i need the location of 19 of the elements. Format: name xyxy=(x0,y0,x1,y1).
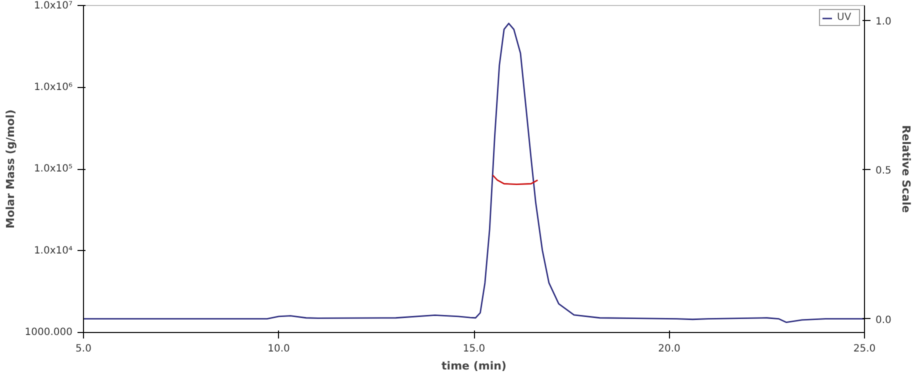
y2-tick-label: 1.0 xyxy=(876,16,892,28)
y-tick-label: 1.0x10⁵ xyxy=(34,164,73,174)
y-tick-label: 1000.000 xyxy=(24,327,73,338)
line-series xyxy=(84,22,864,324)
x-tick-label: 20.0 xyxy=(658,344,680,354)
x-tick-label: 10.0 xyxy=(268,344,290,354)
x-tick-label: 25.0 xyxy=(853,344,876,354)
y2-tick-label: 0.0 xyxy=(876,314,892,326)
y-axis-title: Molar Mass (g/mol) xyxy=(4,110,17,228)
x-tick-label: 5.0 xyxy=(76,344,92,354)
y2-tick-label: 0.5 xyxy=(876,166,892,177)
x-tick-label: 15.0 xyxy=(462,344,486,354)
line-series xyxy=(492,174,538,185)
y-tick-label: 1.0x10⁴ xyxy=(34,245,73,256)
y-tick-label: 1.0x10⁷ xyxy=(34,0,73,12)
x-axis-title: time (min) xyxy=(442,360,506,372)
legend-label: UV xyxy=(837,12,852,23)
y2-axis-title: Relative Scale xyxy=(899,125,912,213)
y-tick-label: 1.0x10⁶ xyxy=(34,82,73,93)
